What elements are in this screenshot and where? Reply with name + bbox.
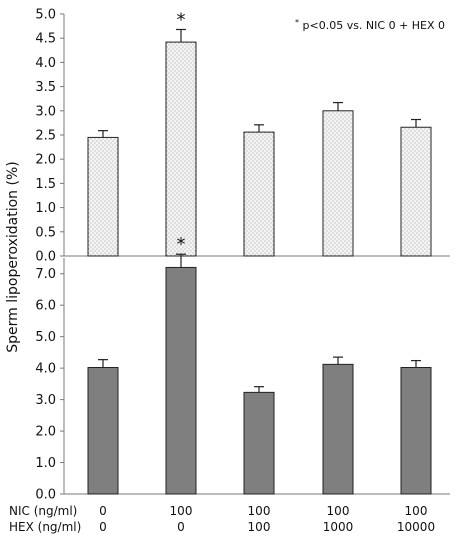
y-tick-label: 3.0 — [35, 104, 56, 119]
y-tick-label: 0.0 — [35, 488, 56, 503]
bar-top-3 — [243, 131, 275, 257]
x-row-value: 100 — [248, 504, 271, 518]
bar-top-4 — [322, 110, 354, 257]
bar-top-2 — [165, 41, 197, 257]
bar-bottom-1 — [87, 367, 119, 495]
significance-note: * p<0.05 vs. NIC 0 + HEX 0 — [295, 15, 445, 32]
bar-bottom-5 — [400, 367, 432, 495]
y-tick-label: 2.5 — [35, 129, 56, 144]
significance-note-text: p<0.05 vs. NIC 0 + HEX 0 — [303, 19, 446, 32]
y-tick-label: 5.0 — [35, 8, 56, 23]
y-tick-label: 1.5 — [35, 177, 56, 192]
significance-marker: * — [177, 234, 186, 255]
y-tick-label: 7.0 — [35, 267, 56, 282]
y-tick-label: 1.0 — [35, 201, 56, 216]
x-row-value: 0 — [177, 520, 185, 534]
x-row-value: 100 — [327, 504, 350, 518]
x-row-value: 100 — [405, 504, 428, 518]
x-row-value: 100 — [170, 504, 193, 518]
y-tick-label: 2.0 — [35, 153, 56, 168]
x-row-value: 10000 — [397, 520, 435, 534]
y-tick-label: 3.0 — [35, 393, 56, 408]
bar-top-1 — [87, 136, 119, 257]
y-axis-label: Sperm lipoperoxidation (%) — [5, 161, 21, 352]
bar-bottom-4 — [322, 363, 354, 495]
bar-top-5 — [400, 126, 432, 257]
y-tick-label: 4.5 — [35, 32, 56, 47]
significance-note-superscript: * — [295, 18, 299, 27]
x-row-value: 1000 — [323, 520, 354, 534]
panel-bottom: 0.0 1.0 2.0 3.0 4.0 5.0 6.0 7.0 * — [35, 234, 450, 503]
y-tick-label: 3.5 — [35, 80, 56, 95]
x-row-label: NIC (ng/ml) — [9, 504, 77, 518]
y-tick-label: 6.0 — [35, 299, 56, 314]
y-tick-label: 2.0 — [35, 425, 56, 440]
x-row-value: 100 — [248, 520, 271, 534]
y-tick-label: 4.0 — [35, 56, 56, 71]
bar-bottom-2 — [165, 266, 197, 495]
y-tick-label: 0.0 — [35, 250, 56, 265]
x-row-value: 0 — [99, 504, 107, 518]
x-row-label: HEX (ng/ml) — [9, 520, 81, 534]
y-tick-label: 4.0 — [35, 362, 56, 377]
x-row-value: 0 — [99, 520, 107, 534]
panel-top: 0.0 0.5 1.0 1.5 2.0 2.5 3.0 3.5 4.0 4.5 5.0 * — [35, 8, 450, 265]
significance-marker: * — [177, 9, 186, 30]
y-tick-label: 0.5 — [35, 225, 56, 240]
bar-bottom-3 — [243, 391, 275, 495]
y-tick-label: 1.0 — [35, 456, 56, 471]
y-tick-label: 5.0 — [35, 330, 56, 345]
